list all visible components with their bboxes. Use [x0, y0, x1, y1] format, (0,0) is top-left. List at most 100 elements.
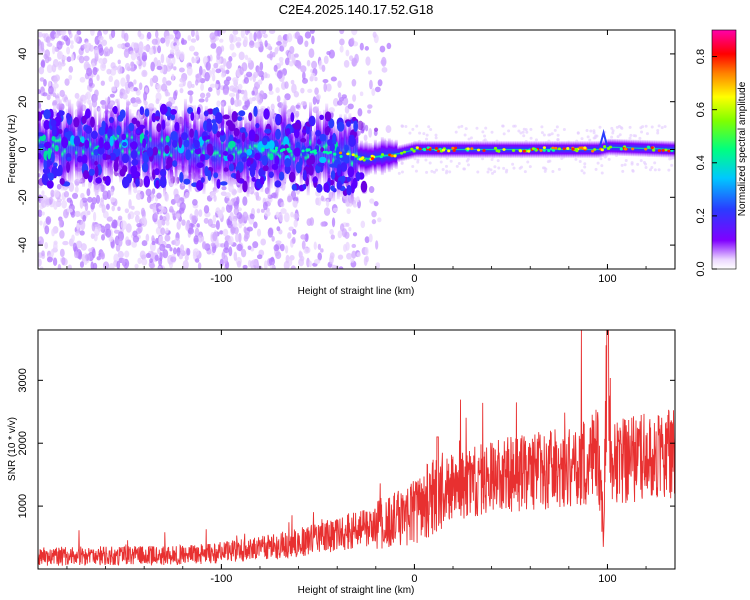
spectrogram-speck [352, 232, 358, 237]
spectrogram-speck [283, 260, 290, 269]
spectrogram-speck [307, 88, 313, 93]
spectrogram-speck [205, 61, 211, 71]
spectrogram-speck [84, 41, 90, 51]
spectrogram-speck [159, 215, 163, 221]
spectrogram-speck [328, 191, 334, 200]
spectrogram-speck [639, 159, 643, 163]
spectrogram-band-column [105, 97, 109, 176]
spectrogram-band-column [253, 118, 257, 174]
spectrogram-band-column [58, 99, 62, 181]
spectrogram-speck [91, 221, 96, 232]
spectrogram-band-column [619, 139, 623, 156]
spectrogram-blob [88, 168, 95, 176]
spectrogram-blob [174, 121, 180, 132]
spectrogram-band-column [524, 141, 528, 158]
spectrogram-speck [83, 55, 90, 62]
spectrogram-speck [173, 237, 181, 247]
spectrogram-speck [52, 76, 58, 84]
spectrogram-speck [96, 74, 100, 82]
spectrogram-speck [607, 157, 611, 161]
spectrogram-peak [575, 149, 579, 153]
spectrogram-speck [455, 164, 459, 168]
spectrogram-speck [158, 266, 162, 269]
spectrogram-band-column [635, 139, 639, 157]
spectrogram-speck [540, 131, 544, 135]
spectrogram-speck [179, 202, 186, 211]
spectrogram-peak [410, 147, 414, 151]
spectrogram-speck [317, 252, 322, 261]
spectrogram-speck [502, 166, 506, 170]
spectrogram-speck [97, 35, 104, 41]
spectrogram-speck [58, 217, 63, 228]
spectrogram-speck [610, 135, 614, 139]
spectrogram-band-column [126, 99, 130, 173]
spectrogram-speck [290, 105, 296, 115]
spectrogram-speck [262, 201, 268, 211]
spectrogram-blob [302, 169, 307, 181]
spectrogram-speck [236, 212, 243, 220]
spectrogram-speck [74, 92, 80, 99]
spectrogram-speck [219, 38, 224, 43]
spectrogram-speck [448, 170, 452, 174]
spectrogram-blob [238, 110, 246, 117]
spectrogram-speck [85, 253, 90, 261]
spectrogram-speck [308, 48, 315, 59]
spectrogram-peak [603, 145, 607, 148]
spectrogram-speck [284, 57, 290, 66]
spectrogram-blob [268, 140, 275, 150]
spectrogram-speck [46, 94, 51, 101]
spectrogram-speck [660, 126, 664, 130]
spectrogram-blob [104, 154, 111, 160]
spectrogram-band-column [49, 117, 53, 186]
spectrogram-speck [74, 33, 80, 43]
spectrogram-speck [330, 76, 337, 82]
spectrogram-speck [167, 58, 173, 67]
spectrogram-speck [275, 240, 282, 245]
spectrogram-speck [100, 80, 105, 86]
spectrogram-blob [119, 168, 126, 177]
spectrogram-speck [400, 161, 404, 165]
spectrogram-speck [162, 207, 167, 213]
spectrogram-speck [583, 165, 587, 169]
spectrogram-blob [274, 155, 280, 166]
spectrogram-speck [173, 30, 179, 35]
spectrogram-band-column [218, 130, 222, 182]
spectrogram-speck [628, 125, 632, 129]
spectrogram-speck [242, 95, 249, 102]
spectrogram-speck [308, 260, 312, 268]
spectrogram-speck [88, 77, 94, 87]
spectrogram-band-column [248, 117, 252, 177]
spectrogram-speck [125, 74, 131, 81]
spectrogram-speck [234, 99, 240, 107]
spectrogram-speck [290, 79, 295, 85]
spectrogram-speck [240, 249, 247, 258]
spectrogram-peak [390, 154, 394, 158]
spectrogram-band-column [244, 116, 248, 185]
spectrogram-speck [78, 55, 85, 64]
spectrogram-blob [113, 160, 119, 172]
spectrogram-peak [531, 147, 536, 151]
spectrogram-speck [585, 129, 589, 133]
spectrogram-speck [143, 91, 148, 101]
spectrogram-blob [165, 135, 170, 143]
spectrogram-speck [160, 37, 166, 44]
spectrogram-speck [580, 137, 584, 141]
spectrogram-peak [547, 149, 551, 153]
spectrogram-band-column [149, 105, 153, 173]
spectrogram-speck [46, 64, 53, 74]
spectrogram-speck [304, 40, 309, 48]
spectrogram-speck [263, 72, 268, 79]
spectrogram-speck [343, 243, 348, 253]
spectrogram-speck [313, 258, 321, 264]
spectrogram-peak [566, 147, 570, 150]
spectrogram-blob [181, 132, 188, 141]
spectrogram-band-column [54, 116, 58, 165]
spectrogram-speck [141, 240, 148, 247]
spectrogram-speck [59, 89, 65, 98]
spectrogram-band-column [288, 112, 292, 178]
spectrogram-speck [367, 104, 373, 109]
spectrogram-speck [425, 170, 429, 174]
spectrogram-blob [159, 168, 167, 177]
snr-y-ticks: 1000 2000 3000 [17, 368, 675, 518]
spectrogram-blob [261, 155, 268, 166]
